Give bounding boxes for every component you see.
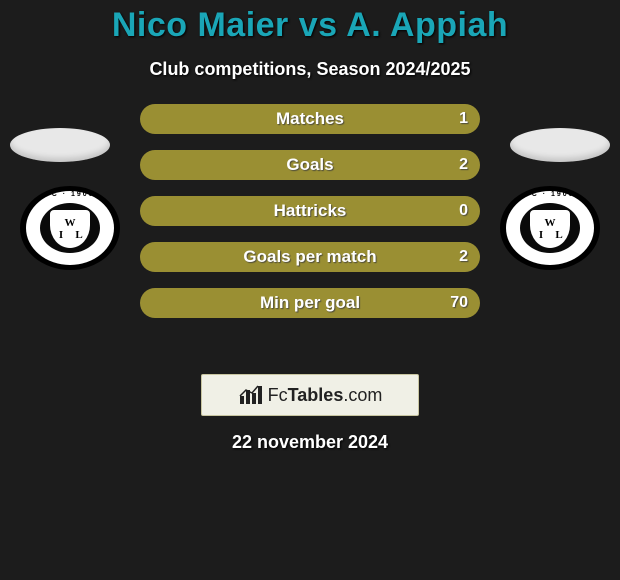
footer-date: 22 november 2024 [0, 432, 620, 453]
brand-box: FcTables.com [201, 374, 419, 416]
stat-label: Hattricks [140, 196, 480, 226]
stat-value-right: 2 [459, 242, 468, 272]
stat-label: Goals [140, 150, 480, 180]
comparison-card: Nico Maier vs A. Appiah Club competition… [0, 6, 620, 580]
stat-row: Hattricks0 [140, 196, 480, 226]
page-subtitle: Club competitions, Season 2024/2025 [0, 59, 620, 80]
stats-bars: Matches1Goals2Hattricks0Goals per match2… [140, 104, 480, 334]
stat-row: Matches1 [140, 104, 480, 134]
stat-value-right: 2 [459, 150, 468, 180]
stat-label: Goals per match [140, 242, 480, 272]
bars-icon [238, 384, 264, 406]
stat-label: Min per goal [140, 288, 480, 318]
stat-row: Goals2 [140, 150, 480, 180]
page-title: Nico Maier vs A. Appiah [0, 6, 620, 45]
stat-value-right: 1 [459, 104, 468, 134]
brand-text: FcTables.com [268, 385, 383, 406]
stat-value-right: 70 [450, 288, 468, 318]
stat-row: Goals per match2 [140, 242, 480, 272]
brand-bold: Tables [288, 385, 344, 405]
stat-row: Min per goal70 [140, 288, 480, 318]
brand-prefix: Fc [268, 385, 288, 405]
stat-value-right: 0 [459, 196, 468, 226]
brand-suffix: .com [343, 385, 382, 405]
stat-label: Matches [140, 104, 480, 134]
